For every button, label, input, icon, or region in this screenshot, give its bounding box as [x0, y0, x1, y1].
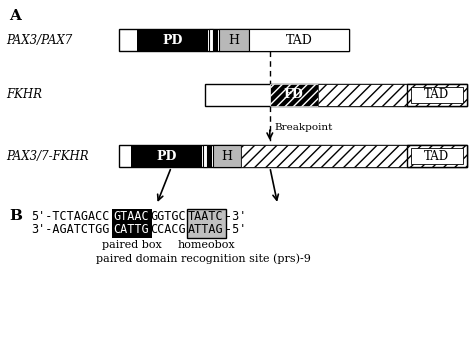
Text: TAD: TAD: [424, 150, 449, 163]
Text: PD: PD: [162, 33, 182, 47]
Text: ATTAG: ATTAG: [188, 223, 223, 237]
Text: TAD: TAD: [286, 33, 312, 47]
Text: paired box: paired box: [102, 240, 162, 250]
Bar: [249, 29, 349, 51]
Bar: [219, 29, 249, 51]
Bar: [203, 145, 207, 167]
Bar: [137, 29, 208, 51]
Bar: [205, 84, 466, 105]
Text: FD: FD: [284, 88, 303, 101]
Text: Breakpoint: Breakpoint: [275, 123, 333, 132]
Text: PAX3/7-FKHR: PAX3/7-FKHR: [6, 150, 89, 163]
Text: B: B: [9, 209, 22, 223]
Bar: [407, 84, 466, 105]
Text: H: H: [228, 33, 239, 47]
Text: PD: PD: [156, 150, 177, 163]
Text: CATTG: CATTG: [113, 223, 149, 237]
Text: paired domain recognition site (prs)-9: paired domain recognition site (prs)-9: [96, 253, 311, 264]
Bar: [213, 145, 241, 167]
Bar: [214, 29, 218, 51]
Text: FKHR: FKHR: [6, 88, 42, 101]
Text: TAATC: TAATC: [188, 210, 223, 222]
Text: -5': -5': [225, 223, 246, 237]
Text: PAX3/PAX7: PAX3/PAX7: [6, 33, 73, 47]
Text: TAD: TAD: [424, 88, 449, 101]
Text: homeobox: homeobox: [178, 240, 235, 250]
Bar: [411, 148, 463, 164]
Text: A: A: [9, 9, 21, 23]
Bar: [112, 209, 152, 238]
Text: 5'-TCTAGACC: 5'-TCTAGACC: [31, 210, 109, 222]
Text: -3': -3': [225, 210, 246, 222]
Bar: [241, 145, 407, 167]
Bar: [318, 84, 407, 105]
Text: H: H: [221, 150, 233, 163]
Bar: [270, 84, 318, 105]
Bar: [407, 145, 466, 167]
Bar: [209, 29, 213, 51]
Bar: [411, 87, 463, 102]
Bar: [208, 145, 212, 167]
Text: GTAAC: GTAAC: [113, 210, 149, 222]
Text: CCACG: CCACG: [151, 223, 186, 237]
Text: GGTGC: GGTGC: [151, 210, 186, 222]
Bar: [118, 29, 349, 51]
Text: 3'-AGATCTGG: 3'-AGATCTGG: [31, 223, 109, 237]
Bar: [118, 145, 466, 167]
Bar: [131, 145, 202, 167]
Bar: [187, 209, 226, 238]
